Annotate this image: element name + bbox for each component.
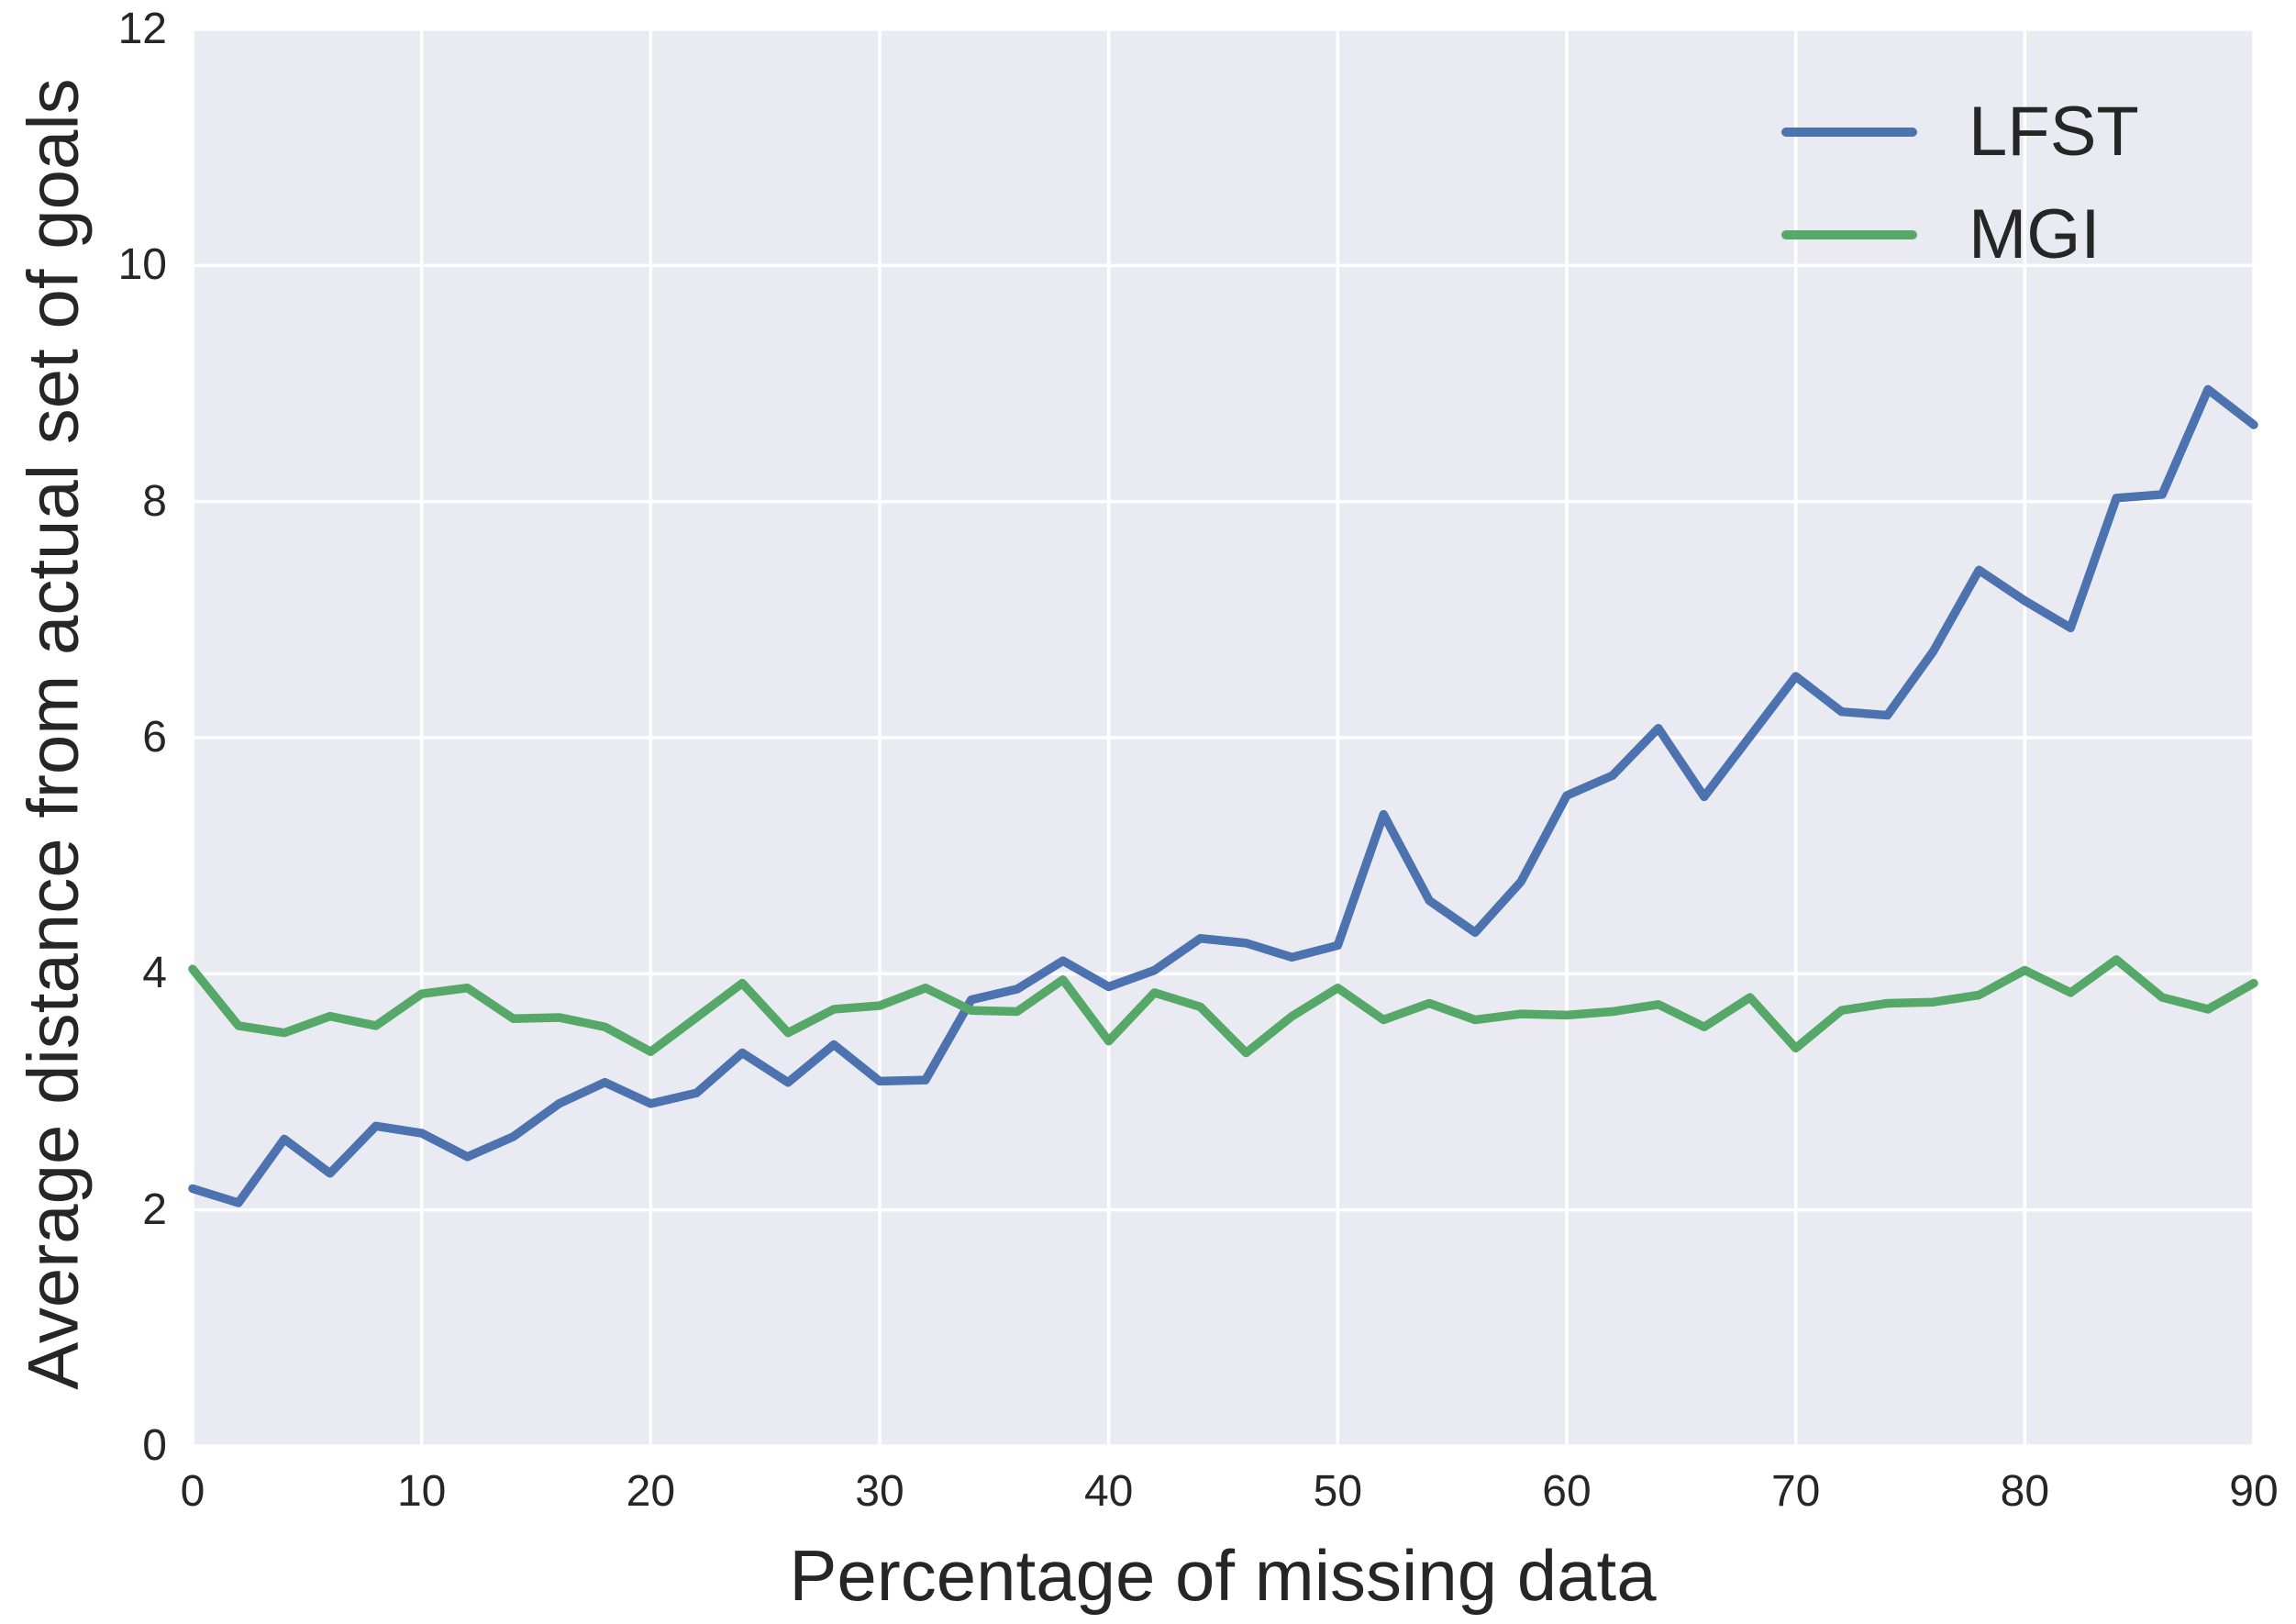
x-tick-label: 10: [396, 1467, 447, 1516]
mgi-line-swatch: [1781, 230, 1917, 239]
y-axis-label: Average distance from actual set of goal…: [12, 78, 94, 1390]
x-tick-label: 20: [626, 1467, 676, 1516]
y-tick-label: 10: [117, 240, 167, 290]
x-tick-label: 50: [1313, 1467, 1363, 1516]
legend-label-lfst: LFST: [1969, 93, 2139, 171]
legend-label-mgi: MGI: [1969, 195, 2101, 273]
lfst-line-swatch: [1781, 128, 1917, 137]
y-tick-label: 0: [142, 1421, 167, 1470]
y-tick-label: 2: [142, 1185, 167, 1234]
gridlines: [191, 28, 2256, 1448]
x-axis-label: Percentage of missing data: [789, 1535, 1657, 1616]
legend-entry-mgi: MGI: [1781, 184, 2139, 286]
y-tick-label: 12: [117, 5, 167, 53]
x-tick-label: 60: [1542, 1467, 1592, 1516]
legend-entry-lfst: LFST: [1781, 81, 2139, 184]
x-tick-label: 70: [1770, 1467, 1821, 1516]
y-tick-label: 8: [142, 476, 167, 526]
x-tick-label: 90: [2229, 1467, 2279, 1516]
legend: LFST MGI: [1781, 81, 2139, 286]
data-series-lines: [188, 384, 2258, 1207]
y-tick-label: 6: [142, 713, 167, 762]
x-tick-label: 40: [1083, 1467, 1134, 1516]
x-tick-label: 80: [2000, 1467, 2050, 1516]
mgi-line: [188, 955, 2258, 1058]
lfst-line: [188, 384, 2258, 1207]
y-tick-label: 4: [142, 949, 167, 998]
x-tick-label: 30: [855, 1467, 904, 1516]
x-tick-label: 0: [180, 1467, 205, 1516]
